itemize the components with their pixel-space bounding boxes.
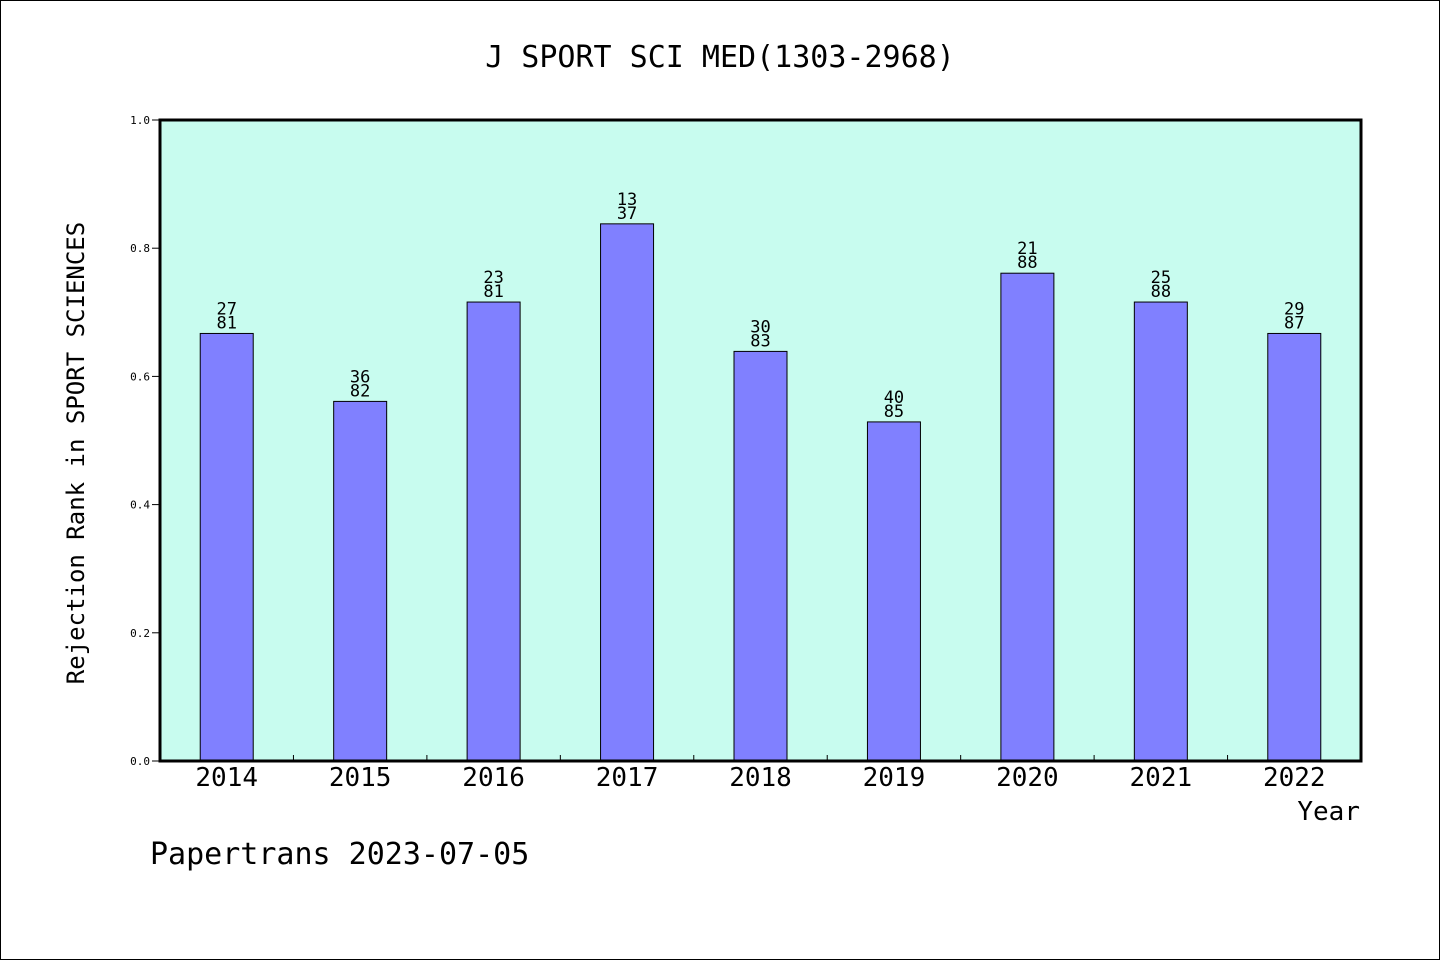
bar-label-top: 25 [1151,268,1171,288]
bar-2022 [1267,332,1322,762]
bar-2015 [333,400,388,762]
bar-2021 [1133,301,1188,762]
bar-label-top: 36 [350,367,370,387]
y-tick-label: 1.0 [130,114,150,127]
y-tick-label: 0.2 [130,627,150,640]
x-axis-label: Year [1297,797,1360,827]
x-tick-label: 2018 [729,763,792,793]
bar-2014 [199,332,254,762]
bar-label-bottom: 81 [483,282,503,302]
x-tick-label: 2016 [462,763,525,793]
bar-label-top: 29 [1284,299,1304,319]
chart-title: J SPORT SCI MED(1303-2968) [485,40,955,75]
bar-label-top: 21 [1017,239,1037,259]
bar-2018 [733,350,788,762]
y-tick-label: 0.8 [130,242,150,255]
bar-label-bottom: 88 [1151,282,1171,302]
bar-2019 [866,421,921,762]
bar-label-bottom: 83 [750,331,770,351]
bar-label-top: 13 [617,190,637,210]
x-tick-label: 2022 [1263,763,1326,793]
bar-2016 [466,301,521,762]
x-tick-label: 2020 [996,763,1059,793]
x-tick-label: 2021 [1130,763,1193,793]
x-tick-label: 2019 [863,763,926,793]
bar-label-top: 23 [483,268,503,288]
y-tick-label: 0.6 [130,370,150,383]
bar-label-top: 30 [750,317,770,337]
bar-label-bottom: 82 [350,381,370,401]
y-axis-label: Rejection Rank in SPORT SCIENCES [62,222,90,684]
plot-frame [158,118,1363,763]
bar-label-top: 27 [216,299,236,319]
bar-2020 [1000,272,1055,762]
y-tick-label: 0.0 [130,755,150,768]
x-tick-label: 2015 [329,763,392,793]
bar-label-bottom: 85 [884,402,904,422]
y-tick-label: 0.4 [130,499,150,512]
bar-label-bottom: 37 [617,204,637,224]
bar-label-bottom: 81 [216,313,236,333]
bar-label-bottom: 87 [1284,313,1304,333]
bar-label-top: 40 [884,388,904,408]
x-tick-label: 2014 [195,763,258,793]
footer-credit: Papertrans 2023-07-05 [150,837,529,872]
bar-label-bottom: 88 [1017,253,1037,273]
bar-2017 [600,223,655,762]
x-tick-label: 2017 [596,763,659,793]
